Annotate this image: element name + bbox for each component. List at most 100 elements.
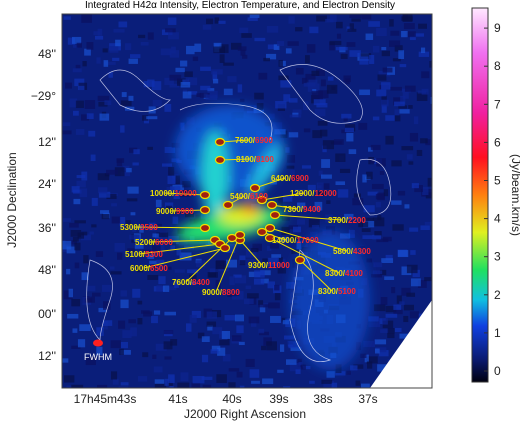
- speckle: [152, 223, 163, 228]
- annotation: 10000/10000: [150, 189, 197, 198]
- region-marker: [294, 255, 306, 265]
- y-tick-label: 48'': [38, 47, 56, 61]
- te-value: 8300: [318, 287, 336, 296]
- speckle: [155, 199, 162, 208]
- speckle: [186, 45, 195, 55]
- annotation: 9000/8800: [202, 288, 240, 297]
- ne-value: 17000: [296, 236, 319, 245]
- speckle: [256, 103, 264, 111]
- speckle: [120, 125, 125, 133]
- speckle: [83, 255, 89, 264]
- speckle: [97, 187, 108, 194]
- speckle: [346, 133, 354, 142]
- speckle: [309, 231, 318, 238]
- annotation: 8100/8100: [236, 155, 274, 164]
- speckle: [316, 182, 324, 191]
- speckle: [379, 269, 387, 276]
- speckle: [62, 358, 69, 363]
- beam-label: FWHM: [84, 352, 112, 362]
- x-tick-label: 39s: [269, 392, 288, 406]
- speckle: [282, 195, 293, 202]
- speckle: [73, 110, 79, 116]
- speckle: [245, 285, 252, 290]
- speckle: [406, 264, 418, 274]
- ne-value: 4300: [353, 247, 371, 256]
- speckle: [244, 298, 254, 305]
- speckle: [409, 227, 419, 232]
- speckle: [375, 202, 382, 208]
- speckle: [270, 315, 281, 323]
- speckle: [234, 314, 245, 322]
- speckle: [234, 275, 247, 284]
- speckle: [304, 55, 310, 64]
- speckle: [408, 105, 413, 109]
- speckle: [221, 330, 231, 339]
- speckle: [366, 356, 378, 364]
- speckle: [341, 113, 352, 119]
- speckle: [389, 19, 394, 27]
- speckle: [384, 276, 395, 280]
- speckle: [168, 374, 175, 383]
- speckle: [346, 26, 352, 31]
- speckle: [111, 203, 117, 207]
- separator: /: [294, 236, 297, 245]
- speckle: [201, 354, 209, 363]
- speckle: [363, 340, 375, 348]
- speckle: [429, 61, 432, 68]
- speckle: [72, 68, 82, 73]
- speckle: [416, 92, 428, 102]
- ne-value: 8800: [222, 288, 240, 297]
- speckle: [262, 258, 270, 262]
- region-marker: [199, 205, 211, 215]
- speckle: [349, 23, 354, 30]
- annotation: 5800/4300: [333, 247, 371, 256]
- speckle: [413, 116, 419, 125]
- speckle: [189, 274, 197, 281]
- speckle: [63, 218, 71, 222]
- speckle: [114, 167, 125, 177]
- separator: /: [190, 278, 193, 287]
- speckle: [410, 250, 416, 255]
- speckle: [260, 278, 269, 284]
- speckle: [403, 315, 409, 323]
- speckle: [331, 382, 338, 388]
- speckle: [343, 117, 348, 122]
- speckle: [261, 345, 267, 351]
- x-tick-label: 38s: [313, 392, 332, 406]
- speckle: [377, 74, 387, 81]
- speckle: [65, 82, 72, 89]
- speckle: [120, 341, 129, 349]
- speckle: [301, 364, 306, 370]
- speckle: [312, 130, 323, 139]
- speckle: [90, 154, 96, 162]
- separator: /: [172, 189, 175, 198]
- speckle: [344, 127, 354, 133]
- speckle: [337, 189, 349, 198]
- speckle: [167, 175, 176, 185]
- speckle: [431, 385, 432, 388]
- speckle: [416, 149, 423, 156]
- speckle: [359, 53, 372, 60]
- speckle: [322, 140, 335, 150]
- speckle: [73, 198, 81, 205]
- speckle: [362, 235, 373, 240]
- speckle: [80, 114, 90, 121]
- speckle: [225, 259, 237, 268]
- sky-image: [62, 14, 432, 388]
- speckle: [217, 347, 226, 356]
- leader-line: [299, 259, 333, 292]
- speckle: [223, 62, 234, 66]
- speckle: [202, 384, 212, 388]
- speckle: [237, 46, 247, 51]
- speckle: [259, 304, 266, 313]
- speckle: [152, 233, 159, 238]
- speckle: [410, 278, 421, 287]
- speckle: [168, 235, 179, 245]
- speckle: [293, 176, 299, 180]
- speckle: [406, 154, 413, 160]
- speckle: [219, 54, 225, 63]
- speckle: [66, 385, 72, 388]
- speckle: [409, 132, 419, 142]
- speckle: [200, 66, 211, 71]
- speckle: [431, 305, 432, 314]
